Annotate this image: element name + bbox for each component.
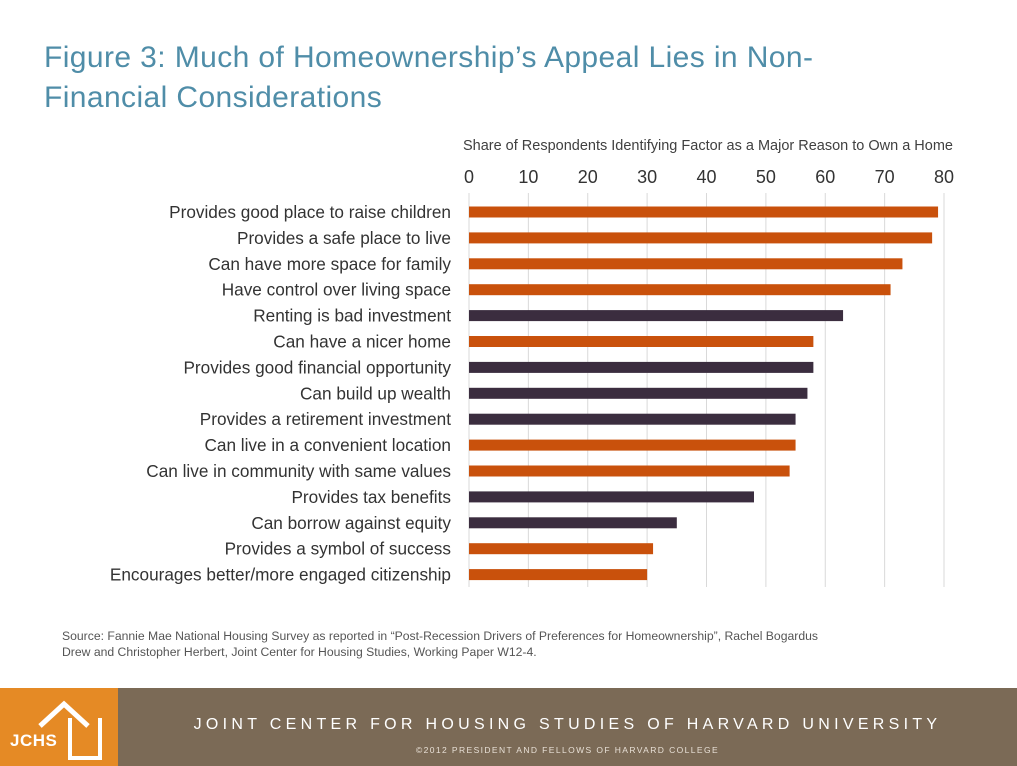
house-icon — [38, 700, 102, 760]
bar — [469, 310, 844, 322]
bar — [469, 569, 648, 581]
bar — [469, 439, 796, 451]
bar — [469, 258, 903, 270]
bar — [469, 284, 891, 296]
category-label: Renting is bad investment — [253, 306, 451, 326]
x-tick-label: 60 — [815, 167, 835, 187]
chart-subtitle: Share of Respondents Identifying Factor … — [463, 138, 953, 154]
source-note: Source: Fannie Mae National Housing Surv… — [62, 629, 818, 659]
title-line-2: Financial Considerations — [44, 81, 383, 114]
jchs-logo: JCHS — [0, 688, 118, 766]
category-label: Provides a safe place to live — [237, 228, 451, 248]
bars — [469, 206, 939, 581]
category-label: Provides good place to raise children — [169, 202, 451, 222]
category-label: Provides a retirement investment — [200, 409, 451, 429]
bar — [469, 206, 939, 218]
x-axis-ticks: 0 10 20 30 40 50 60 70 80 — [464, 167, 954, 187]
title-line-1: Figure 3: Much of Homeownership’s Appeal… — [44, 41, 814, 74]
page-title: Figure 3: Much of Homeownership’s Appeal… — [44, 38, 974, 118]
org-name: JOINT CENTER FOR HOUSING STUDIES OF HARV… — [193, 716, 942, 733]
bar — [469, 465, 790, 477]
category-label: Can live in community with same values — [146, 461, 451, 481]
x-tick-label: 10 — [518, 167, 538, 187]
category-labels: Provides good place to raise children Pro… — [110, 202, 452, 585]
bar — [469, 232, 933, 244]
x-tick-label: 20 — [578, 167, 598, 187]
category-label: Can live in a convenient location — [204, 435, 451, 455]
x-tick-label: 50 — [756, 167, 776, 187]
bar — [469, 517, 677, 529]
footer-band: JOINT CENTER FOR HOUSING STUDIES OF HARV… — [118, 688, 1017, 766]
bar — [469, 387, 808, 399]
category-label: Encourages better/more engaged citizensh… — [110, 565, 451, 585]
x-tick-label: 70 — [875, 167, 895, 187]
category-label: Can have a nicer home — [273, 332, 451, 352]
bar — [469, 361, 814, 373]
logo-text: JCHS — [10, 731, 58, 750]
bar — [469, 543, 654, 555]
category-label: Can have more space for family — [208, 254, 451, 274]
x-tick-label: 80 — [934, 167, 954, 187]
bar — [469, 491, 754, 503]
bar — [469, 336, 814, 347]
category-label: Can build up wealth — [300, 383, 451, 403]
x-tick-label: 40 — [696, 167, 716, 187]
x-tick-label: 0 — [464, 167, 474, 187]
category-label: Provides good financial opportunity — [183, 357, 451, 377]
x-tick-label: 30 — [637, 167, 657, 187]
copyright: ©2012 PRESIDENT AND FELLOWS OF HARVARD C… — [415, 745, 720, 755]
category-label: Provides tax benefits — [291, 487, 451, 507]
category-label: Can borrow against equity — [251, 513, 451, 533]
bar-chart: Share of Respondents Identifying Factor … — [110, 138, 954, 587]
category-label: Have control over living space — [222, 280, 451, 300]
category-label: Provides a symbol of success — [225, 539, 451, 559]
bar — [469, 413, 796, 425]
